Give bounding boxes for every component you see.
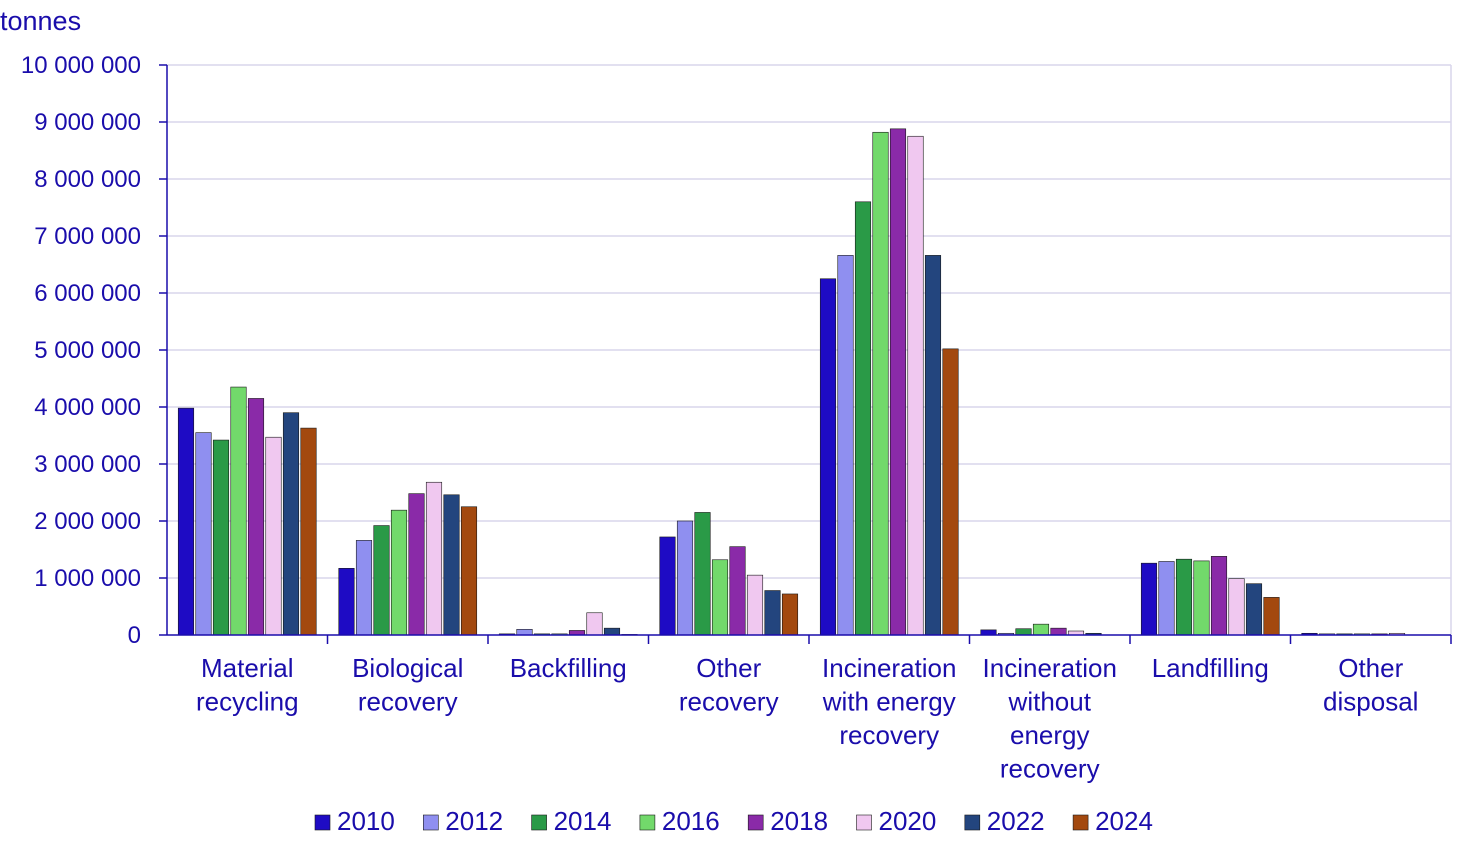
- legend-swatch: [314, 814, 331, 831]
- legend-label: 2016: [662, 806, 720, 836]
- bar-2022: [1245, 583, 1263, 636]
- legend-label: 2020: [879, 806, 937, 836]
- legend-swatch: [1072, 814, 1089, 831]
- bar-2010: [1140, 562, 1158, 636]
- y-tick-label: 0: [128, 622, 141, 649]
- bar-2016: [1193, 560, 1210, 636]
- legend-swatch: [856, 814, 872, 831]
- legend-label: 2018: [770, 806, 828, 836]
- legend-swatch: [531, 814, 547, 831]
- bar-2016: [230, 386, 247, 636]
- y-tick-label: 9 000 000: [34, 109, 141, 136]
- bar-2010: [659, 536, 676, 636]
- bar-2018: [1050, 627, 1067, 636]
- legend-swatch: [422, 814, 439, 831]
- bar-2022: [603, 627, 621, 636]
- bar-2022: [924, 255, 942, 636]
- bar-2018: [408, 493, 425, 636]
- category-label: Other recovery: [679, 653, 779, 717]
- bar-2024: [460, 506, 478, 636]
- bar-2014: [1015, 628, 1032, 636]
- bar-2012: [355, 540, 373, 636]
- legend-label: 2024: [1095, 806, 1153, 836]
- axes: [159, 64, 1452, 644]
- legend-item-2024: 2024: [1072, 806, 1153, 836]
- bar-2024: [942, 348, 959, 636]
- bar-2024: [300, 427, 317, 636]
- y-tick-label: 2 000 000: [34, 508, 141, 535]
- bar-2012: [676, 520, 694, 636]
- bar-2018: [1210, 556, 1228, 636]
- category-label: Biological recovery: [352, 653, 463, 717]
- bar-2020: [425, 481, 443, 636]
- bar-2018: [247, 398, 265, 636]
- y-axis-tick-labels: 0 1 000 000 2 000 000 3 000 000 4 000 000 5 0…: [21, 52, 141, 649]
- bar-2022: [764, 590, 781, 636]
- bar-2014: [373, 525, 390, 636]
- bar-2010: [177, 407, 195, 636]
- category-label: Other disposal: [1323, 653, 1418, 717]
- category-labels: Material recycling Biological recovery Backf…: [196, 653, 1419, 784]
- bar-2020: [746, 574, 764, 636]
- bar-2012: [195, 432, 212, 636]
- bar-2014: [854, 201, 872, 636]
- legend-swatch: [747, 814, 764, 831]
- bar-2010: [819, 278, 837, 636]
- grid-lines: [167, 64, 1452, 635]
- bar-2024: [781, 593, 799, 636]
- bar-2024: [1263, 597, 1280, 636]
- category-label: Landfilling: [1152, 653, 1269, 683]
- category-label: Incineration with energy recovery: [822, 653, 957, 750]
- legend-label: 2022: [987, 806, 1045, 836]
- legend-item-2016: 2016: [639, 806, 720, 836]
- bar-2014: [694, 512, 711, 636]
- legend-swatch: [964, 814, 981, 831]
- legend-item-2010: 2010: [314, 806, 395, 836]
- y-tick-label: 1 000 000: [34, 565, 141, 592]
- legend-item-2012: 2012: [422, 806, 503, 836]
- bar-2016: [872, 131, 889, 636]
- bar-2012: [516, 628, 533, 636]
- y-tick-label: 6 000 000: [34, 280, 141, 307]
- bar-2018: [729, 546, 746, 636]
- y-tick-label: 4 000 000: [34, 394, 141, 421]
- legend-swatch: [639, 814, 656, 831]
- bar-2012: [1158, 561, 1175, 636]
- legend-label: 2010: [337, 806, 395, 836]
- category-label: Incineration without energy recovery: [983, 653, 1117, 784]
- y-tick-label: 8 000 000: [34, 166, 141, 193]
- y-tick-label: 5 000 000: [34, 337, 141, 364]
- legend: 2010 2012 2014 2016 2018 2020 2022 2024: [314, 806, 1153, 836]
- legend-label: 2012: [445, 806, 503, 836]
- y-tick-label: 3 000 000: [34, 451, 141, 478]
- bar-2022: [443, 494, 460, 636]
- bar-2010: [980, 629, 997, 636]
- bar-2012: [837, 255, 854, 636]
- bar-2020: [586, 612, 603, 636]
- legend-label: 2014: [554, 806, 612, 836]
- bar-2022: [282, 412, 300, 636]
- legend-item-2018: 2018: [747, 806, 828, 836]
- bar-2016: [390, 509, 408, 636]
- y-axis-unit-label: tonnes: [0, 6, 81, 36]
- bars: [177, 128, 1406, 636]
- y-tick-label: 10 000 000: [21, 52, 141, 79]
- bar-2016: [1032, 623, 1050, 636]
- y-tick-label: 7 000 000: [34, 223, 141, 250]
- category-label: Backfilling: [510, 653, 627, 683]
- legend-item-2020: 2020: [856, 806, 937, 836]
- bar-2020: [1228, 578, 1245, 636]
- bar-2010: [338, 568, 355, 636]
- legend-item-2022: 2022: [964, 806, 1045, 836]
- bar-2016: [711, 559, 729, 636]
- bar-2014: [212, 439, 230, 636]
- category-label: Material recycling: [196, 653, 299, 717]
- bar-2018: [889, 128, 907, 636]
- legend-item-2014: 2014: [531, 806, 612, 836]
- bar-2014: [1175, 558, 1193, 636]
- bar-2020: [265, 436, 282, 636]
- bar-2020: [907, 135, 924, 636]
